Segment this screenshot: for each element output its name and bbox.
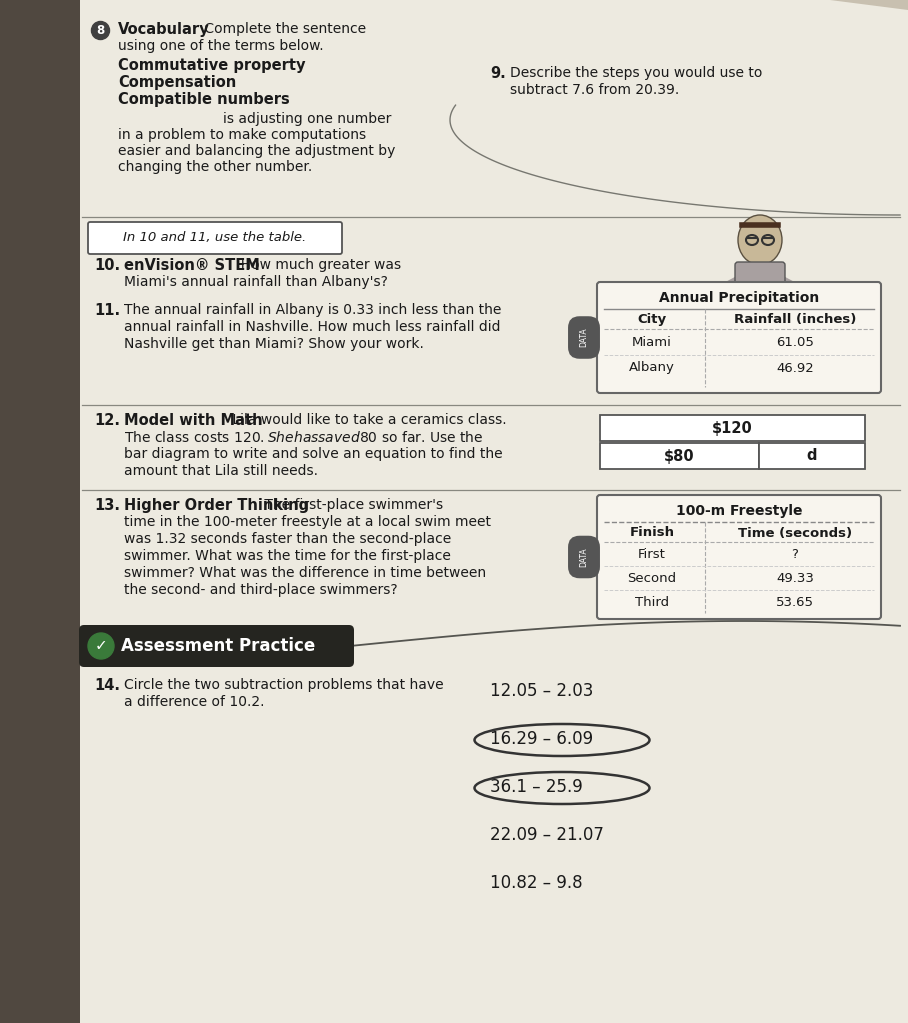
- Text: Third: Third: [635, 596, 669, 610]
- Text: Rainfall (inches): Rainfall (inches): [734, 313, 856, 326]
- Text: Miami: Miami: [632, 336, 672, 349]
- Text: changing the other number.: changing the other number.: [118, 160, 312, 174]
- Text: annual rainfall in Nashville. How much less rainfall did: annual rainfall in Nashville. How much l…: [124, 320, 500, 333]
- Text: DATA: DATA: [579, 327, 588, 348]
- Text: Model with Math: Model with Math: [124, 413, 262, 428]
- Text: Miami's annual rainfall than Albany's?: Miami's annual rainfall than Albany's?: [124, 275, 388, 290]
- Text: Second: Second: [627, 573, 676, 585]
- Text: The first-place swimmer's: The first-place swimmer's: [260, 498, 443, 512]
- Text: d: d: [806, 448, 817, 463]
- Text: ✓: ✓: [94, 638, 107, 654]
- Circle shape: [88, 633, 114, 659]
- Text: 22.09 – 21.07: 22.09 – 21.07: [490, 826, 604, 844]
- Text: Finish: Finish: [629, 527, 675, 539]
- FancyBboxPatch shape: [597, 282, 881, 393]
- FancyBboxPatch shape: [88, 222, 342, 254]
- Text: swimmer. What was the time for the first-place: swimmer. What was the time for the first…: [124, 549, 451, 563]
- Polygon shape: [0, 0, 140, 1023]
- Text: Assessment Practice: Assessment Practice: [121, 637, 315, 655]
- Text: The class costs $120. She has saved $80 so far. Use the: The class costs $120. She has saved $80 …: [124, 430, 484, 445]
- Text: 46.92: 46.92: [776, 361, 814, 374]
- Text: Higher Order Thinking: Higher Order Thinking: [124, 498, 309, 513]
- Text: Annual Precipitation: Annual Precipitation: [659, 291, 819, 305]
- Ellipse shape: [738, 215, 782, 265]
- FancyBboxPatch shape: [600, 415, 865, 441]
- Text: 12.: 12.: [94, 413, 120, 428]
- Text: the second- and third-place swimmers?: the second- and third-place swimmers?: [124, 583, 398, 597]
- Text: In 10 and 11, use the table.: In 10 and 11, use the table.: [123, 231, 307, 244]
- Text: 100-m Freestyle: 100-m Freestyle: [676, 504, 803, 518]
- Polygon shape: [80, 0, 908, 1023]
- Text: 10.82 – 9.8: 10.82 – 9.8: [490, 874, 583, 892]
- Text: is adjusting one number: is adjusting one number: [118, 112, 391, 126]
- Text: 61.05: 61.05: [776, 336, 814, 349]
- Text: Nashville get than Miami? Show your work.: Nashville get than Miami? Show your work…: [124, 337, 424, 351]
- Text: 53.65: 53.65: [776, 596, 814, 610]
- Text: $120: $120: [712, 420, 753, 436]
- Text: Lila would like to take a ceramics class.: Lila would like to take a ceramics class…: [228, 413, 507, 427]
- FancyBboxPatch shape: [735, 262, 785, 323]
- Polygon shape: [860, 0, 908, 80]
- Text: 9.: 9.: [490, 66, 506, 81]
- Text: time in the 100-meter freestyle at a local swim meet: time in the 100-meter freestyle at a loc…: [124, 515, 491, 529]
- Text: Describe the steps you would use to: Describe the steps you would use to: [510, 66, 763, 80]
- Text: Commutative property: Commutative property: [118, 58, 305, 73]
- Text: 13.: 13.: [94, 498, 120, 513]
- Text: The annual rainfall in Albany is 0.33 inch less than the: The annual rainfall in Albany is 0.33 in…: [124, 303, 501, 317]
- FancyBboxPatch shape: [597, 495, 881, 619]
- FancyBboxPatch shape: [759, 443, 865, 469]
- Text: 16.29 – 6.09: 16.29 – 6.09: [490, 730, 593, 748]
- Text: Circle the two subtraction problems that have: Circle the two subtraction problems that…: [124, 678, 444, 692]
- FancyBboxPatch shape: [600, 443, 759, 469]
- Text: 10.: 10.: [94, 258, 120, 273]
- Text: a difference of 10.2.: a difference of 10.2.: [124, 695, 264, 709]
- Text: City: City: [637, 313, 666, 326]
- Text: enVision® STEM: enVision® STEM: [124, 258, 260, 273]
- Polygon shape: [830, 0, 908, 10]
- Text: First: First: [638, 548, 666, 562]
- Text: Vocabulary: Vocabulary: [118, 23, 210, 37]
- Text: Complete the sentence: Complete the sentence: [200, 23, 366, 36]
- Text: Compatible numbers: Compatible numbers: [118, 92, 290, 107]
- Text: Time (seconds): Time (seconds): [738, 527, 852, 539]
- Text: was 1.32 seconds faster than the second-place: was 1.32 seconds faster than the second-…: [124, 532, 451, 546]
- Text: How much greater was: How much greater was: [232, 258, 401, 272]
- Text: bar diagram to write and solve an equation to find the: bar diagram to write and solve an equati…: [124, 447, 503, 461]
- Text: subtract 7.6 from 20.39.: subtract 7.6 from 20.39.: [510, 83, 679, 97]
- Text: 36.1 – 25.9: 36.1 – 25.9: [490, 779, 583, 796]
- Text: amount that Lila still needs.: amount that Lila still needs.: [124, 464, 318, 478]
- Text: 14.: 14.: [94, 678, 120, 693]
- Text: 11.: 11.: [94, 303, 120, 318]
- Text: DATA: DATA: [579, 547, 588, 567]
- Text: $80: $80: [664, 448, 695, 463]
- Text: swimmer? What was the difference in time between: swimmer? What was the difference in time…: [124, 566, 486, 580]
- Text: 8: 8: [96, 24, 104, 37]
- Text: 12.05 – 2.03: 12.05 – 2.03: [490, 682, 593, 700]
- Text: easier and balancing the adjustment by: easier and balancing the adjustment by: [118, 144, 395, 158]
- Text: Compensation: Compensation: [118, 75, 236, 90]
- Text: using one of the terms below.: using one of the terms below.: [118, 39, 323, 53]
- Text: 49.33: 49.33: [776, 573, 814, 585]
- Text: Albany: Albany: [629, 361, 675, 374]
- Text: ?: ?: [792, 548, 798, 562]
- FancyBboxPatch shape: [79, 625, 354, 667]
- Text: in a problem to make computations: in a problem to make computations: [118, 128, 366, 142]
